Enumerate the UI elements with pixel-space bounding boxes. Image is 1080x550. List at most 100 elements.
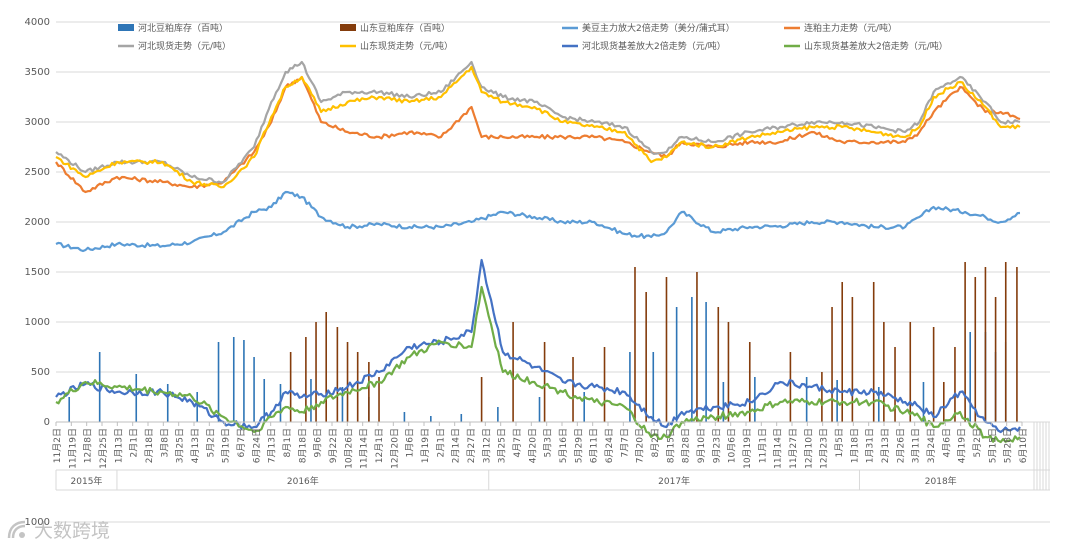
x-tick-label: 3月11日 — [911, 428, 922, 463]
series-line — [55, 190, 1021, 253]
bar — [166, 384, 169, 422]
bar — [341, 387, 344, 422]
x-tick-label: 1月18日 — [849, 428, 860, 463]
bar — [883, 322, 885, 422]
x-tick-label: 4月7日 — [512, 428, 523, 457]
x-tick-label: 6月24日 — [604, 428, 615, 463]
x-tick-label: 11月27日 — [788, 428, 799, 469]
series-line — [55, 285, 1021, 444]
x-tick-label: 10月19日 — [742, 428, 753, 469]
x-tick-label: 3月24日 — [926, 428, 937, 463]
bar — [232, 337, 235, 422]
bar — [691, 297, 693, 422]
y-tick-label: -1000 — [21, 517, 50, 528]
x-tick-label: 5月3日 — [543, 428, 554, 457]
x-tick-label: 3月12日 — [481, 428, 492, 463]
bar — [543, 342, 546, 422]
x-tick-label: 2月27日 — [466, 428, 477, 463]
bar — [964, 262, 966, 422]
bar — [932, 327, 935, 422]
bar — [263, 379, 266, 422]
bar — [253, 357, 255, 422]
x-tick-label: 5月29日 — [573, 428, 584, 463]
x-tick-label: 12月20日 — [389, 428, 400, 469]
x-tick-label: 5月19日 — [221, 428, 232, 463]
x-tick-label: 2月18日 — [144, 428, 155, 463]
x-tick-label: 12月25日 — [98, 428, 109, 469]
x-tick-label: 4月6日 — [941, 428, 952, 457]
bar — [841, 282, 844, 422]
x-tick-label: 10月26日 — [343, 428, 354, 469]
x-tick-label: 6月7日 — [236, 428, 247, 457]
x-tick-label: 4月13日 — [190, 428, 201, 463]
legend-label: 山东豆粕库存（百吨） — [360, 22, 450, 34]
x-tick-label: 2月14日 — [451, 428, 462, 463]
bar — [954, 347, 956, 422]
legend-swatch — [118, 24, 134, 31]
bar — [831, 307, 833, 422]
bar — [603, 347, 606, 422]
x-tick-label: 5月28日 — [1003, 428, 1014, 463]
bar — [969, 332, 971, 422]
bar — [748, 342, 751, 422]
y-tick-label: 4000 — [25, 17, 50, 28]
legend-label: 连粕主力走势（元/吨） — [804, 22, 897, 34]
bar — [942, 382, 945, 422]
y-tick-label: 3000 — [25, 117, 50, 128]
bar — [675, 307, 678, 422]
bar — [196, 392, 198, 422]
bar — [705, 302, 707, 422]
bar — [717, 307, 720, 422]
legend-label: 河北豆粕库存（百吨） — [138, 22, 228, 34]
axes: -1000 0 500 1000 1500 2000 2500 3000 3500 4000 11月… — [21, 17, 1050, 528]
x-tick-label: 8月2日 — [650, 428, 661, 457]
x-tick-label: 12月10日 — [803, 428, 814, 469]
y-tick-label: 2500 — [25, 167, 50, 178]
x-tick-label: 11月1日 — [757, 428, 768, 463]
x-tick-label: 3月8日 — [159, 428, 170, 457]
bar — [460, 414, 463, 422]
bar — [217, 342, 220, 422]
year-label: 2015年 — [71, 475, 103, 487]
year-label: 2016年 — [287, 475, 319, 487]
x-tick-label: 9月6日 — [313, 428, 324, 457]
bar — [696, 272, 698, 422]
legend-label: 山东现货走势（元/吨） — [360, 40, 453, 52]
series-line — [55, 60, 1021, 184]
x-tick-label: 8月15日 — [665, 428, 676, 463]
bar — [378, 377, 380, 422]
x-tick-label: 4月19日 — [957, 428, 968, 463]
bar — [512, 322, 514, 422]
bar — [722, 382, 725, 422]
bar — [538, 397, 541, 422]
x-tick-label: 5月15日 — [987, 428, 998, 463]
x-tick-label: 1月5日 — [834, 428, 845, 457]
x-tick-label: 2月26日 — [895, 428, 906, 463]
bar — [346, 342, 349, 422]
y-tick-label: 0 — [44, 417, 50, 428]
series-line — [55, 258, 1021, 434]
bar — [98, 352, 101, 422]
x-tick-label: 10月6日 — [727, 428, 738, 463]
x-tick-label: 9月22日 — [328, 428, 339, 463]
bar — [480, 377, 483, 422]
legend-swatch — [340, 24, 356, 31]
bar — [994, 297, 997, 422]
x-tick-label: 6月11日 — [589, 428, 600, 463]
bar — [336, 327, 339, 422]
x-tick-label: 11月14日 — [773, 428, 784, 469]
bar — [894, 347, 896, 422]
series-line — [55, 65, 1021, 189]
x-tick-label: 7月20日 — [635, 428, 646, 463]
bar — [629, 352, 631, 422]
x-tick-label: 3月25日 — [175, 428, 186, 463]
watermark-logo-icon — [6, 519, 28, 541]
bar — [289, 352, 292, 422]
x-tick-label: 2月1日 — [129, 428, 140, 457]
y-tick-label: 500 — [31, 367, 50, 378]
bar — [315, 322, 317, 422]
legend-label: 山东现货基差放大2倍走势（元/吨） — [804, 40, 948, 52]
x-tick-label: 8月1日 — [282, 428, 293, 457]
x-tick-label: 12月8日 — [83, 428, 94, 463]
